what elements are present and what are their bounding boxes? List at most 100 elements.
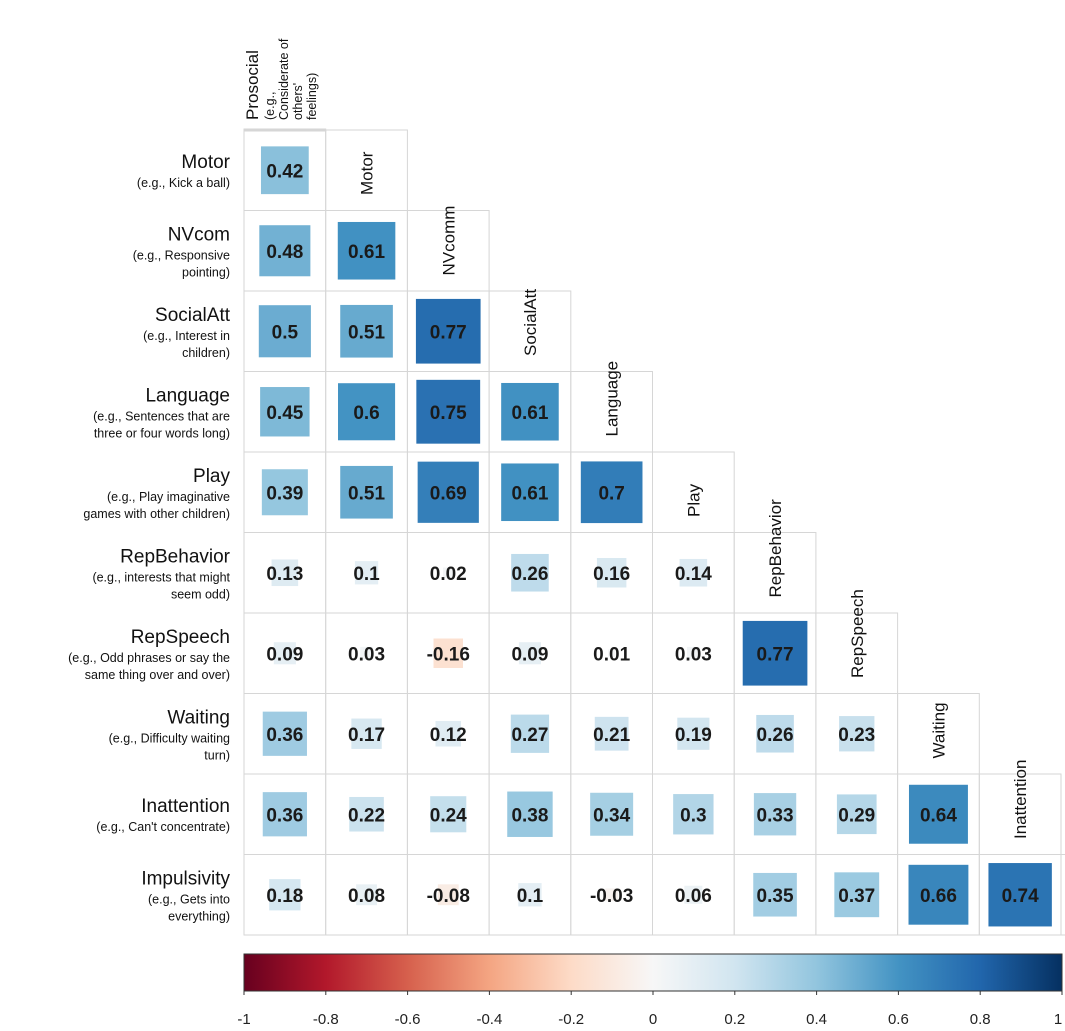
column-label-repspeech: RepSpeech (848, 589, 867, 678)
row-label-main: Waiting (167, 708, 230, 729)
row-label-socialatt: SocialAtt (e.g., Interest in children) (143, 305, 231, 360)
column-label-socialatt: SocialAtt (521, 289, 540, 356)
column-label-motor: Motor (358, 151, 377, 195)
colorbar-tick-label: 1 (1054, 1011, 1062, 1028)
correlation-value: 0.26 (757, 725, 794, 746)
row-label-repspeech: RepSpeech (e.g., Odd phrases or say the sa… (68, 627, 230, 682)
correlation-value: 0.3 (680, 805, 706, 826)
row-label-example: turn) (204, 749, 230, 763)
row-label-example: (e.g., Can't concentrate) (96, 820, 230, 834)
correlation-value: 0.75 (430, 403, 467, 424)
column-label-main: NVcomm (439, 206, 458, 276)
colorbar-tick-label: 0.2 (724, 1011, 745, 1028)
correlation-value: 0.29 (838, 805, 875, 826)
correlation-value: 0.22 (348, 805, 385, 826)
correlation-value: 0.45 (266, 403, 303, 424)
correlation-value: 0.02 (430, 564, 467, 585)
row-label-main: Play (193, 466, 230, 487)
correlation-value: 0.36 (266, 725, 303, 746)
correlation-value: 0.16 (593, 564, 630, 585)
correlation-value: 0.1 (517, 886, 544, 907)
correlation-value: 0.77 (757, 644, 794, 665)
correlation-value: 0.08 (348, 886, 385, 907)
column-label-main: Waiting (929, 702, 948, 758)
correlation-value: 0.14 (675, 564, 712, 585)
colorbar-tick-label: 0.4 (806, 1011, 827, 1028)
correlation-value: 0.18 (266, 886, 303, 907)
column-label-example: others' (291, 83, 305, 120)
row-label-example: children) (182, 346, 230, 360)
row-label-motor: Motor (e.g., Kick a ball) (137, 152, 231, 190)
correlation-value: -0.03 (590, 886, 633, 907)
colorbar-tick-label: -0.8 (313, 1011, 339, 1028)
row-label-example: everything) (168, 910, 230, 924)
row-label-example: (e.g., Kick a ball) (137, 176, 230, 190)
column-label-main: Inattention (1011, 760, 1030, 839)
correlation-value: 0.34 (593, 805, 630, 826)
correlation-value: 0.37 (838, 886, 875, 907)
row-label-main: RepSpeech (131, 627, 230, 648)
row-label-example: three or four words long) (94, 427, 230, 441)
row-label-example: (e.g., Sentences that are (93, 410, 230, 424)
column-label-waiting: Waiting (929, 702, 948, 758)
correlation-value: 0.17 (348, 725, 385, 746)
row-label-main: SocialAtt (155, 305, 231, 326)
row-label-inattention: Inattention(e.g., Can't concentrate) (96, 796, 230, 834)
column-label-example: (e.g., (263, 92, 277, 121)
row-label-main: Motor (181, 152, 230, 173)
correlation-value: 0.03 (675, 644, 712, 665)
correlation-value: 0.61 (511, 403, 548, 424)
column-label-nvcomm: NVcomm (439, 206, 458, 276)
column-label-main: Play (684, 483, 703, 517)
correlation-value: 0.48 (266, 242, 303, 263)
colorbar-gradient (244, 954, 1062, 991)
correlation-value: 0.77 (430, 322, 467, 343)
row-label-nvcom: NVcom (e.g., Responsive pointing) (133, 225, 230, 280)
correlation-value: 0.61 (511, 483, 548, 504)
correlation-value: 0.12 (430, 725, 467, 746)
correlation-value: 0.01 (593, 644, 630, 665)
row-label-main: Language (145, 386, 230, 407)
correlation-value: 0.09 (266, 644, 303, 665)
colorbar-tick-label: 0.6 (888, 1011, 909, 1028)
column-label-inattention: Inattention (1011, 760, 1030, 839)
correlation-value: 0.03 (348, 644, 385, 665)
correlation-value: 0.13 (266, 564, 303, 585)
correlation-value: 0.5 (272, 322, 299, 343)
colorbar-tick-label: 0 (649, 1011, 657, 1028)
correlation-value: 0.38 (511, 805, 548, 826)
column-label-main: Language (603, 361, 622, 437)
correlation-value: 0.21 (593, 725, 630, 746)
colorbar: -1 -0.8 -0.6 -0.4 -0.2 0 0.2 0.4 0.6 0.8 1 (237, 954, 1062, 1028)
row-label-example: (e.g., Gets into (148, 893, 230, 907)
row-label-language: Language (e.g., Sentences that are three o… (93, 386, 230, 441)
matrix-cells: 0.420.48 0.610.5 0.51 0.770.45 0.6 0.75 0.610.… (259, 146, 1052, 926)
correlation-value: 0.35 (757, 886, 794, 907)
colorbar-tick-label: -0.2 (558, 1011, 584, 1028)
row-label-play: Play(e.g., Play imaginativegames with ot… (83, 466, 230, 521)
column-label-main: SocialAtt (521, 289, 540, 356)
row-label-example: (e.g., Odd phrases or say the (68, 651, 230, 665)
row-label-repbehavior: RepBehavior (e.g., interests that might se… (92, 547, 230, 602)
row-label-example: seem odd) (171, 588, 230, 602)
correlation-value: 0.1 (353, 564, 380, 585)
correlation-value: 0.09 (511, 644, 548, 665)
correlation-value: 0.66 (920, 886, 957, 907)
correlation-value: 0.64 (920, 805, 957, 826)
column-label-main: Prosocial (243, 50, 262, 120)
row-label-example: games with other children) (83, 507, 230, 521)
column-label-main: Motor (358, 151, 377, 195)
column-label-example: feelings) (305, 73, 319, 120)
row-label-main: RepBehavior (120, 547, 231, 568)
column-label-main: RepBehavior (766, 499, 785, 598)
correlation-value: 0.23 (838, 725, 875, 746)
colorbar-tick-label: -0.4 (476, 1011, 502, 1028)
correlation-value: 0.51 (348, 322, 385, 343)
row-label-waiting: Waiting (e.g., Difficulty waiting turn) (109, 708, 230, 763)
colorbar-tick-label: -0.6 (395, 1011, 421, 1028)
row-label-example: (e.g., Interest in (143, 329, 230, 343)
correlation-value: 0.6 (353, 403, 379, 424)
correlation-value: 0.24 (430, 805, 467, 826)
column-label-example: Considerate of (277, 38, 291, 120)
